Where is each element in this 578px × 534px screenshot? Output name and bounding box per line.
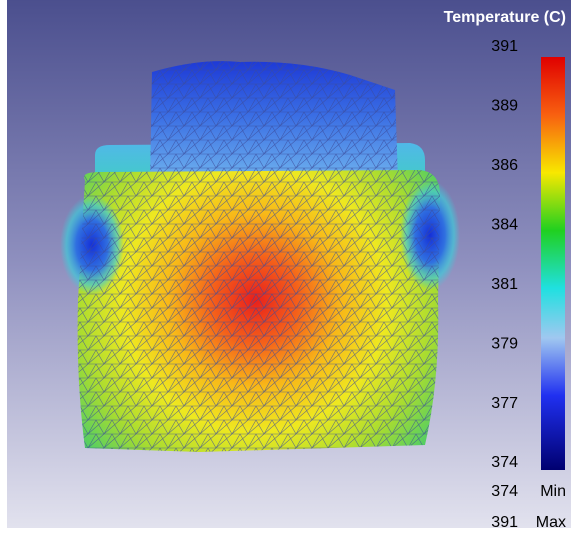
colorbar-tick-label: 379	[491, 335, 518, 352]
legend-title: Temperature (C)	[444, 9, 566, 26]
viewport: Temperature (C) 391 389 386 384 381 379 377 374…	[0, 0, 578, 534]
colorbar-tick-label: 377	[491, 395, 518, 412]
colorbar-tick-label: 391	[491, 38, 518, 55]
model-mesh	[78, 170, 440, 452]
top-block-mesh	[150, 61, 398, 182]
colorbar	[541, 57, 565, 470]
min-label: Min	[540, 483, 566, 500]
colorbar-tick-label: 374	[491, 454, 518, 471]
max-value: 391	[491, 514, 518, 531]
max-label: Max	[536, 514, 566, 531]
colorbar-tick-label: 389	[491, 98, 518, 115]
min-value: 374	[491, 483, 518, 500]
colorbar-tick-label: 381	[491, 276, 518, 293]
colorbar-tick-label: 386	[491, 157, 518, 174]
page: {"legend": {"title": "Temperature (C)", …	[0, 0, 578, 534]
colorbar-tick-label: 384	[491, 217, 518, 234]
